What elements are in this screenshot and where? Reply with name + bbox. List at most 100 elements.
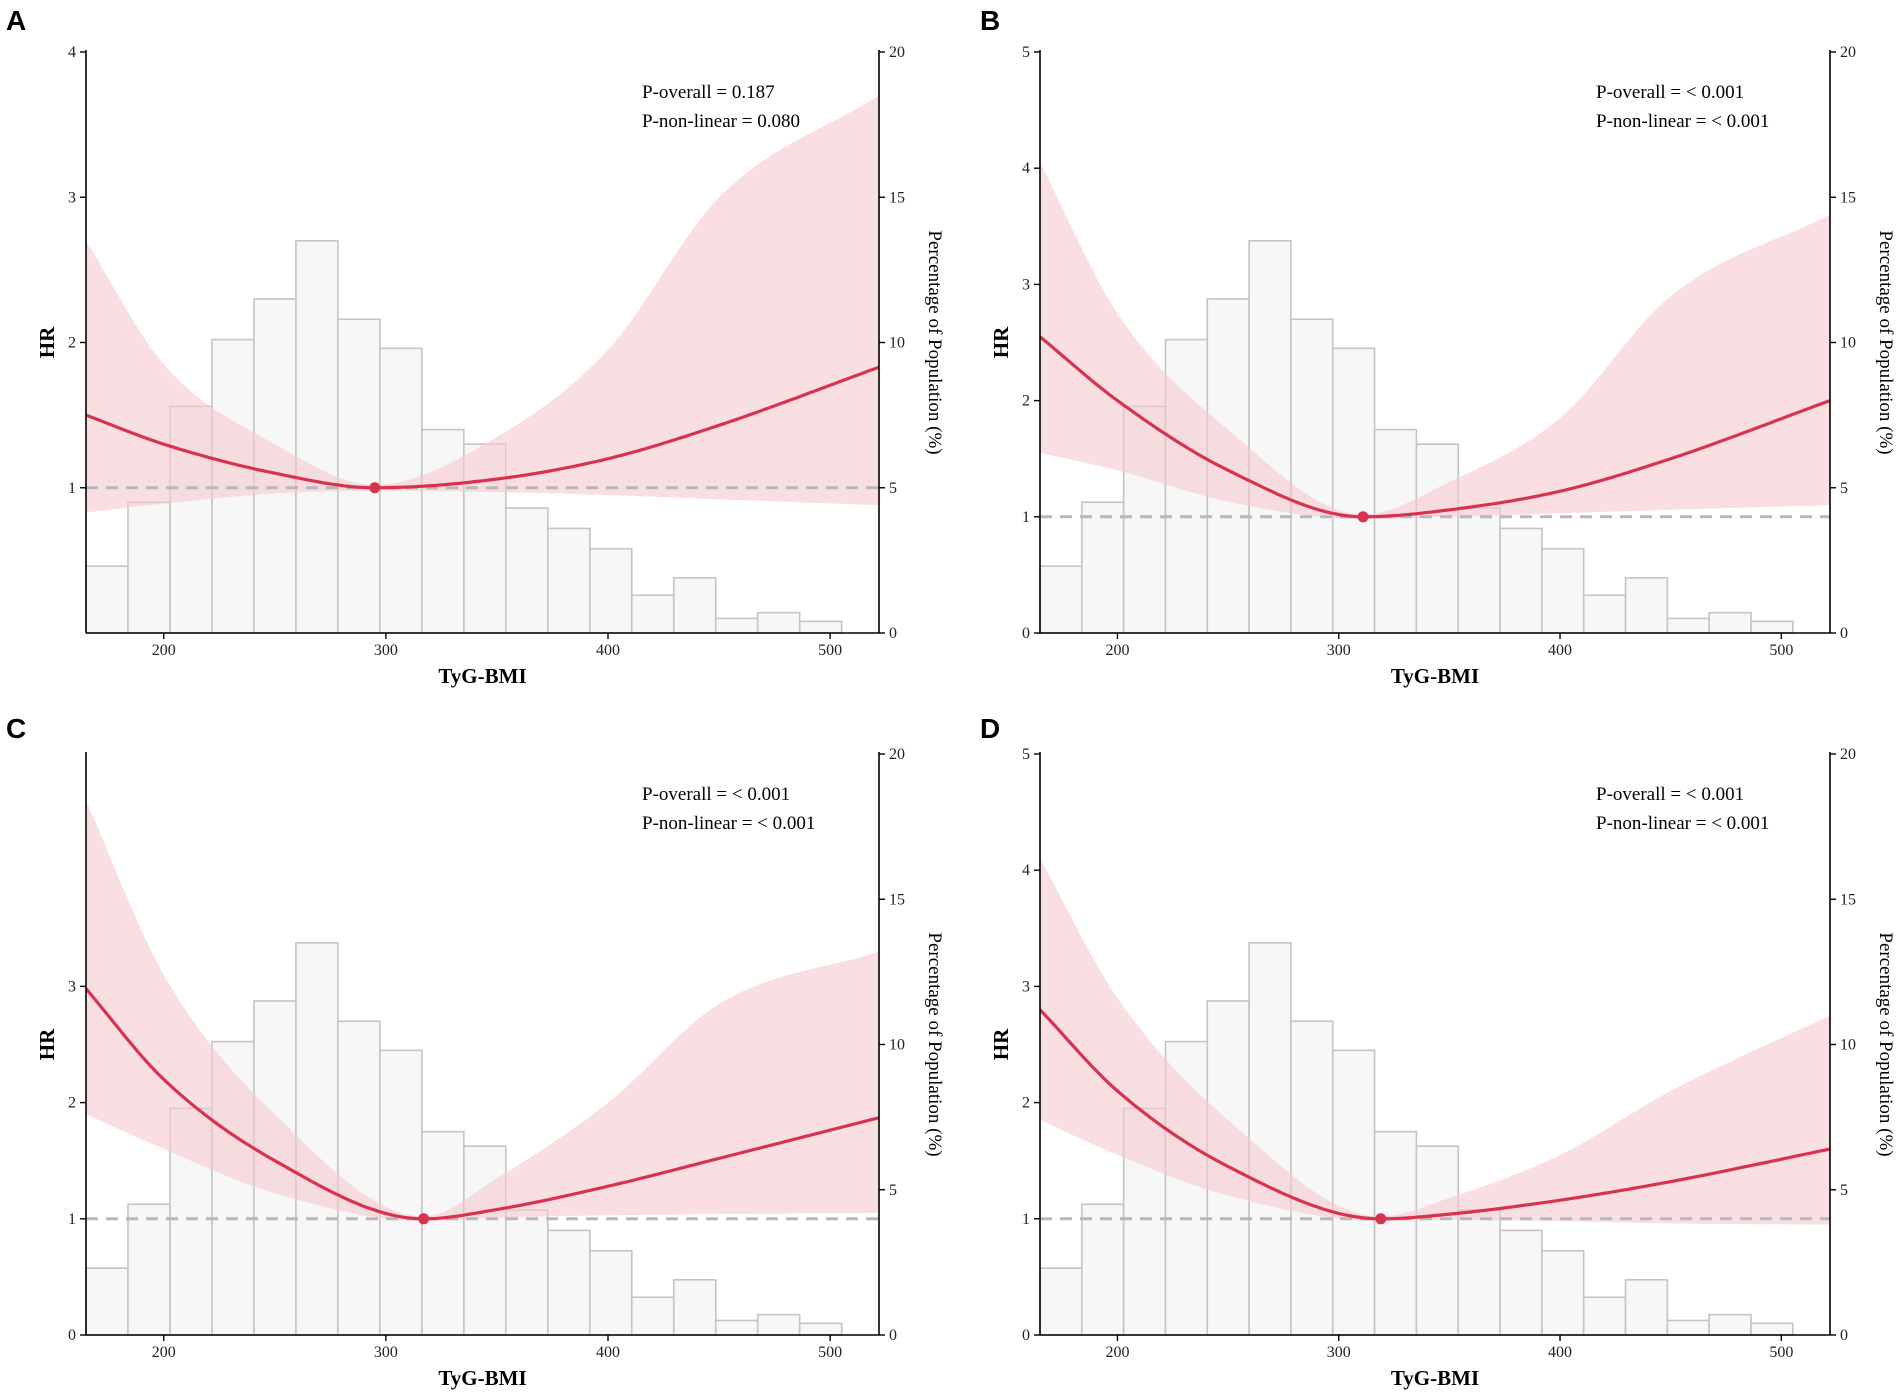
- y-tick-label: 4: [1022, 862, 1030, 879]
- histogram-bar: [798, 620, 843, 634]
- p-value-annotation: P-overall = < 0.001: [1596, 784, 1744, 805]
- panel-letter: A: [6, 5, 26, 36]
- histogram-bar: [127, 1203, 171, 1336]
- y2-tick-label: 0: [1840, 625, 1848, 642]
- y2-tick-label: 10: [1840, 1037, 1856, 1054]
- histogram-bar: [1415, 443, 1460, 634]
- histogram-bar: [337, 318, 381, 634]
- y-axis-title: HR: [35, 326, 59, 358]
- histogram-bar: [1039, 565, 1083, 634]
- reference-point: [1375, 1213, 1387, 1225]
- histogram-bar: [1248, 942, 1292, 1336]
- y-tick-label: 2: [68, 335, 76, 352]
- ci-band: [86, 95, 879, 513]
- x-tick-label: 300: [1327, 642, 1351, 659]
- histogram-bar: [714, 1319, 759, 1336]
- panel-a: 200 300 400 500 1 2 3 4 0 5 10 15 20 TyG-BMI HR Percent…: [6, 5, 945, 688]
- y2-tick-label: 5: [1840, 1182, 1848, 1199]
- histogram-bar: [505, 507, 549, 634]
- y2-tick-label: 5: [1840, 480, 1848, 497]
- histogram-bar: [1290, 1020, 1334, 1336]
- histogram-bar: [1750, 620, 1794, 634]
- histogram-bar: [85, 1267, 129, 1336]
- histogram-bar: [337, 1020, 381, 1336]
- x-tick-label: 500: [818, 1344, 842, 1361]
- histogram-bar: [1499, 1229, 1543, 1336]
- x-tick-label: 300: [374, 1344, 398, 1361]
- x-tick-label: 400: [596, 642, 620, 659]
- y2-axis-title: Percentage of Population (%): [1875, 230, 1896, 454]
- y2-tick-label: 0: [889, 625, 897, 642]
- histogram-bar: [1331, 347, 1376, 634]
- histogram-bar: [1373, 428, 1418, 634]
- histogram-bar: [1582, 594, 1627, 634]
- histogram-bar: [672, 577, 717, 634]
- ci-band: [86, 800, 879, 1222]
- y2-axis-title: Percentage of Population (%): [924, 230, 945, 454]
- y-axis-title: HR: [35, 1028, 59, 1060]
- y2-tick-label: 5: [889, 480, 897, 497]
- histogram-bar: [1582, 1296, 1627, 1336]
- y-tick-label: 4: [1022, 160, 1030, 177]
- histogram-bar: [379, 1049, 423, 1336]
- histogram-bar: [1457, 1209, 1501, 1336]
- y-tick-label: 1: [68, 480, 76, 497]
- histogram-bar: [1750, 1322, 1794, 1336]
- histogram-bar: [1541, 547, 1585, 634]
- y-tick-label: 3: [68, 189, 76, 206]
- x-tick-label: 400: [596, 1344, 620, 1361]
- p-value-annotation: P-overall = < 0.001: [1596, 82, 1744, 103]
- y2-tick-label: 20: [1840, 44, 1856, 61]
- y2-tick-label: 10: [889, 1037, 905, 1054]
- panel-letter: C: [6, 713, 26, 744]
- y-tick-label: 5: [1022, 44, 1030, 61]
- histogram-bar: [1624, 1279, 1669, 1336]
- panel-b: 200 300 400 500 0 1 2 3 4 5 0 5 10 15 20 TyG-BMI HR Perce…: [980, 5, 1896, 688]
- y2-tick-label: 15: [1840, 891, 1856, 908]
- x-axis-title: TyG-BMI: [438, 1366, 526, 1390]
- y-axis-title: HR: [989, 326, 1013, 358]
- histogram: [1039, 942, 1794, 1336]
- y-tick-label: 4: [68, 44, 76, 61]
- p-value-annotation: P-overall = 0.187: [642, 82, 775, 103]
- histogram-bar: [630, 1296, 675, 1336]
- y2-tick-label: 15: [889, 189, 905, 206]
- histogram-bar: [756, 1313, 801, 1336]
- y2-tick-label: 20: [889, 746, 905, 763]
- x-tick-label: 400: [1548, 642, 1572, 659]
- histogram-bar: [1624, 577, 1669, 634]
- panel-letter: B: [980, 5, 1000, 36]
- y2-axis-title: Percentage of Population (%): [1875, 932, 1896, 1156]
- y-tick-label: 0: [1022, 1327, 1030, 1344]
- hr-curve: [86, 365, 879, 490]
- hr-curve: [1040, 335, 1830, 519]
- histogram-bar: [630, 594, 675, 634]
- histogram-bar: [1331, 1049, 1376, 1336]
- y2-tick-label: 10: [1840, 335, 1856, 352]
- x-axis-title: TyG-BMI: [1391, 664, 1479, 688]
- y2-tick-label: 0: [889, 1327, 897, 1344]
- x-tick-label: 300: [1327, 1344, 1351, 1361]
- y2-tick-label: 20: [889, 44, 905, 61]
- p-value-annotation: P-overall = < 0.001: [642, 784, 790, 805]
- histogram-bar: [1290, 318, 1334, 634]
- y-tick-label: 3: [1022, 978, 1030, 995]
- y-tick-label: 0: [68, 1327, 76, 1344]
- histogram-bar: [547, 1229, 591, 1336]
- y-tick-label: 2: [1022, 1095, 1030, 1112]
- histogram-bar: [714, 617, 759, 634]
- reference-point: [1357, 511, 1369, 523]
- histogram-bar: [798, 1322, 843, 1336]
- hr-curve: [86, 987, 879, 1221]
- histogram-bar: [295, 240, 339, 634]
- p-value-annotation: P-non-linear = < 0.001: [642, 813, 815, 834]
- y-tick-label: 3: [68, 978, 76, 995]
- x-tick-label: 400: [1548, 1344, 1572, 1361]
- y-tick-label: 5: [1022, 746, 1030, 763]
- histogram-bar: [1081, 501, 1125, 634]
- panel-letter: D: [980, 713, 1000, 744]
- p-value-annotation: P-non-linear = < 0.001: [1596, 111, 1769, 132]
- histogram-bar: [756, 611, 801, 634]
- histogram-bar: [1666, 617, 1710, 634]
